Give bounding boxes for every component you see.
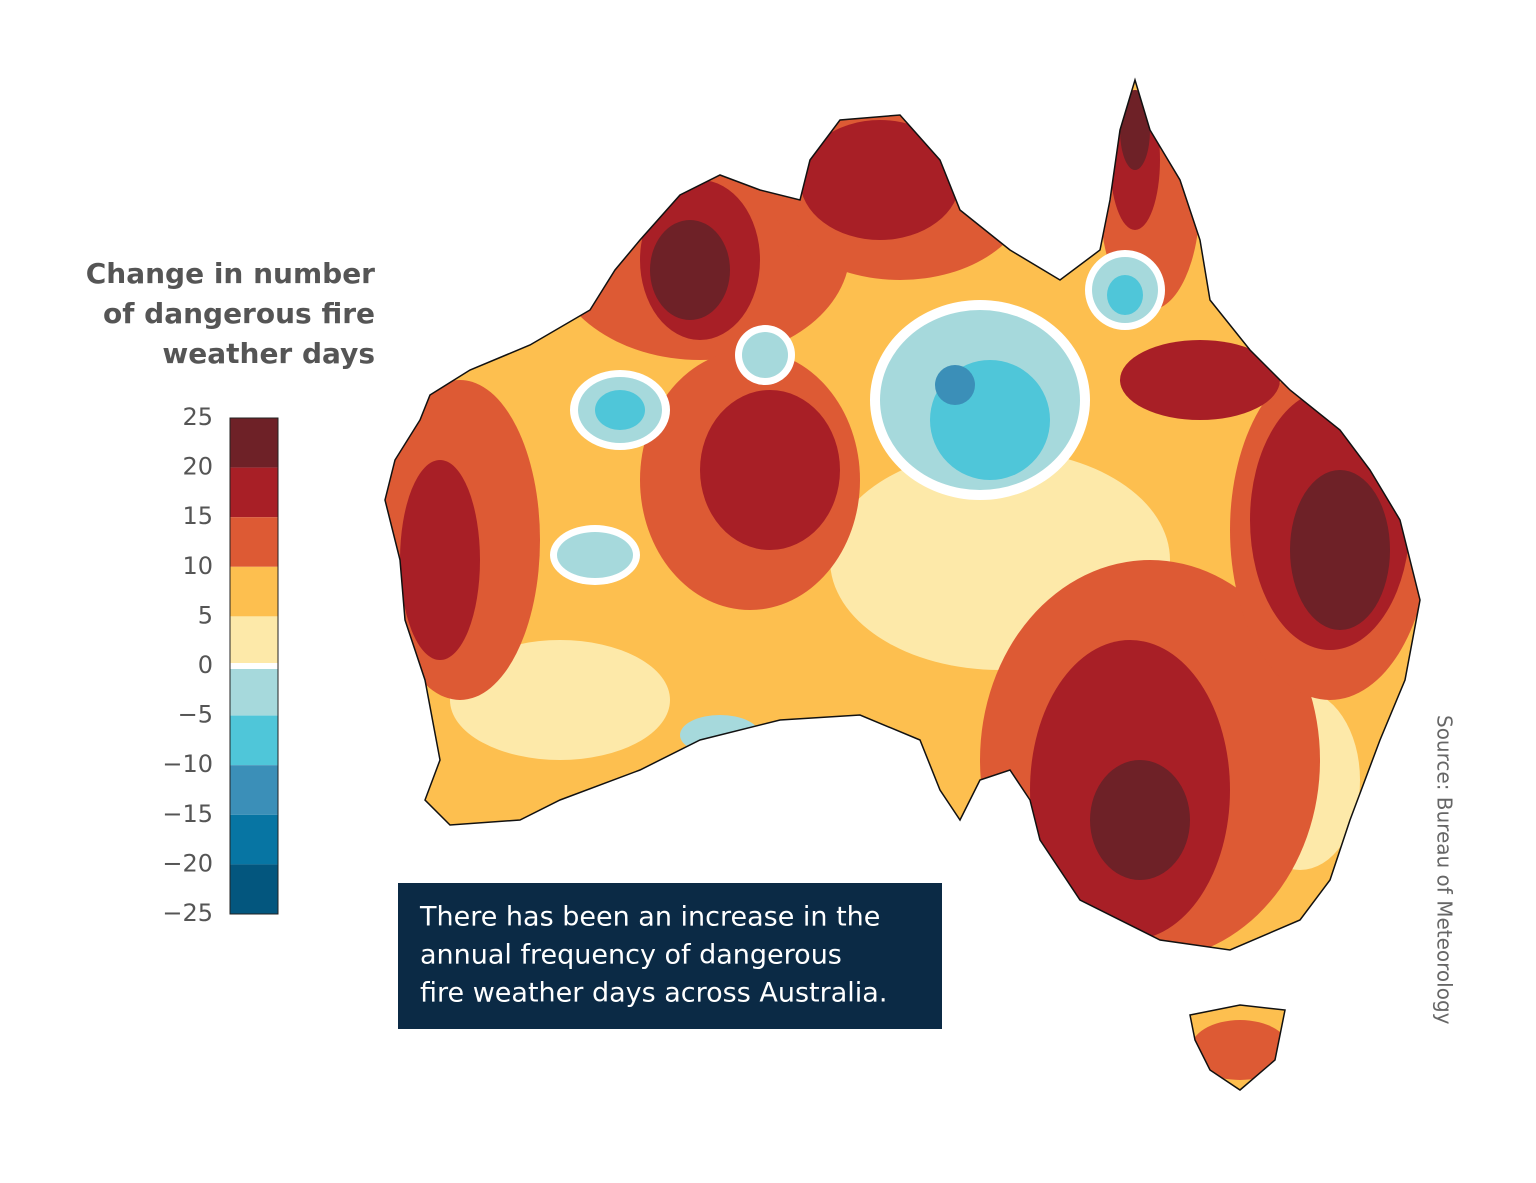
legend-title-line: Change in number [86, 257, 375, 290]
legend-tick-label: 5 [198, 601, 213, 629]
source: Source: Bureau of Meteorology [1433, 715, 1457, 1025]
legend-tick-label: 20 [182, 453, 213, 481]
legend-tick-label: 10 [182, 552, 213, 580]
caption-line: There has been an increase in the [419, 902, 880, 933]
caption-line: fire weather days across Australia. [420, 978, 887, 1009]
caption: There has been an increase in the annual … [419, 902, 887, 1009]
legend-swatch [230, 765, 278, 815]
legend-tick-label: 25 [182, 403, 213, 431]
legend-swatch [230, 715, 278, 766]
legend-title: Change in number of dangerous fire weather… [86, 257, 375, 370]
legend-frame [229, 417, 279, 915]
legend-tick-label: −5 [178, 701, 213, 729]
legend-swatch [230, 566, 278, 617]
legend-tick-label: −10 [162, 750, 213, 778]
legend-title-line: of dangerous fire [103, 297, 375, 330]
legend-title-line: weather days [162, 337, 375, 370]
legend-swatch [230, 467, 278, 518]
legend-tick-label: −20 [162, 849, 213, 877]
legend-swatch [230, 864, 278, 914]
legend-swatch [230, 418, 278, 468]
legend-swatch [230, 616, 278, 666]
legend-tick-label: −15 [162, 800, 213, 828]
legend-swatch [230, 666, 278, 716]
legend-tick-label: 15 [182, 502, 213, 530]
legend-tick-label: −25 [162, 899, 213, 927]
legend: 25 20 15 10 5 0 −5 −10 −15 −20 −25 [162, 403, 279, 927]
legend-tick-label: 0 [198, 651, 213, 679]
caption-line: annual frequency of dangerous [420, 940, 842, 971]
legend-swatch [230, 517, 278, 567]
legend-swatch [230, 814, 278, 865]
caption-box [398, 883, 942, 1029]
